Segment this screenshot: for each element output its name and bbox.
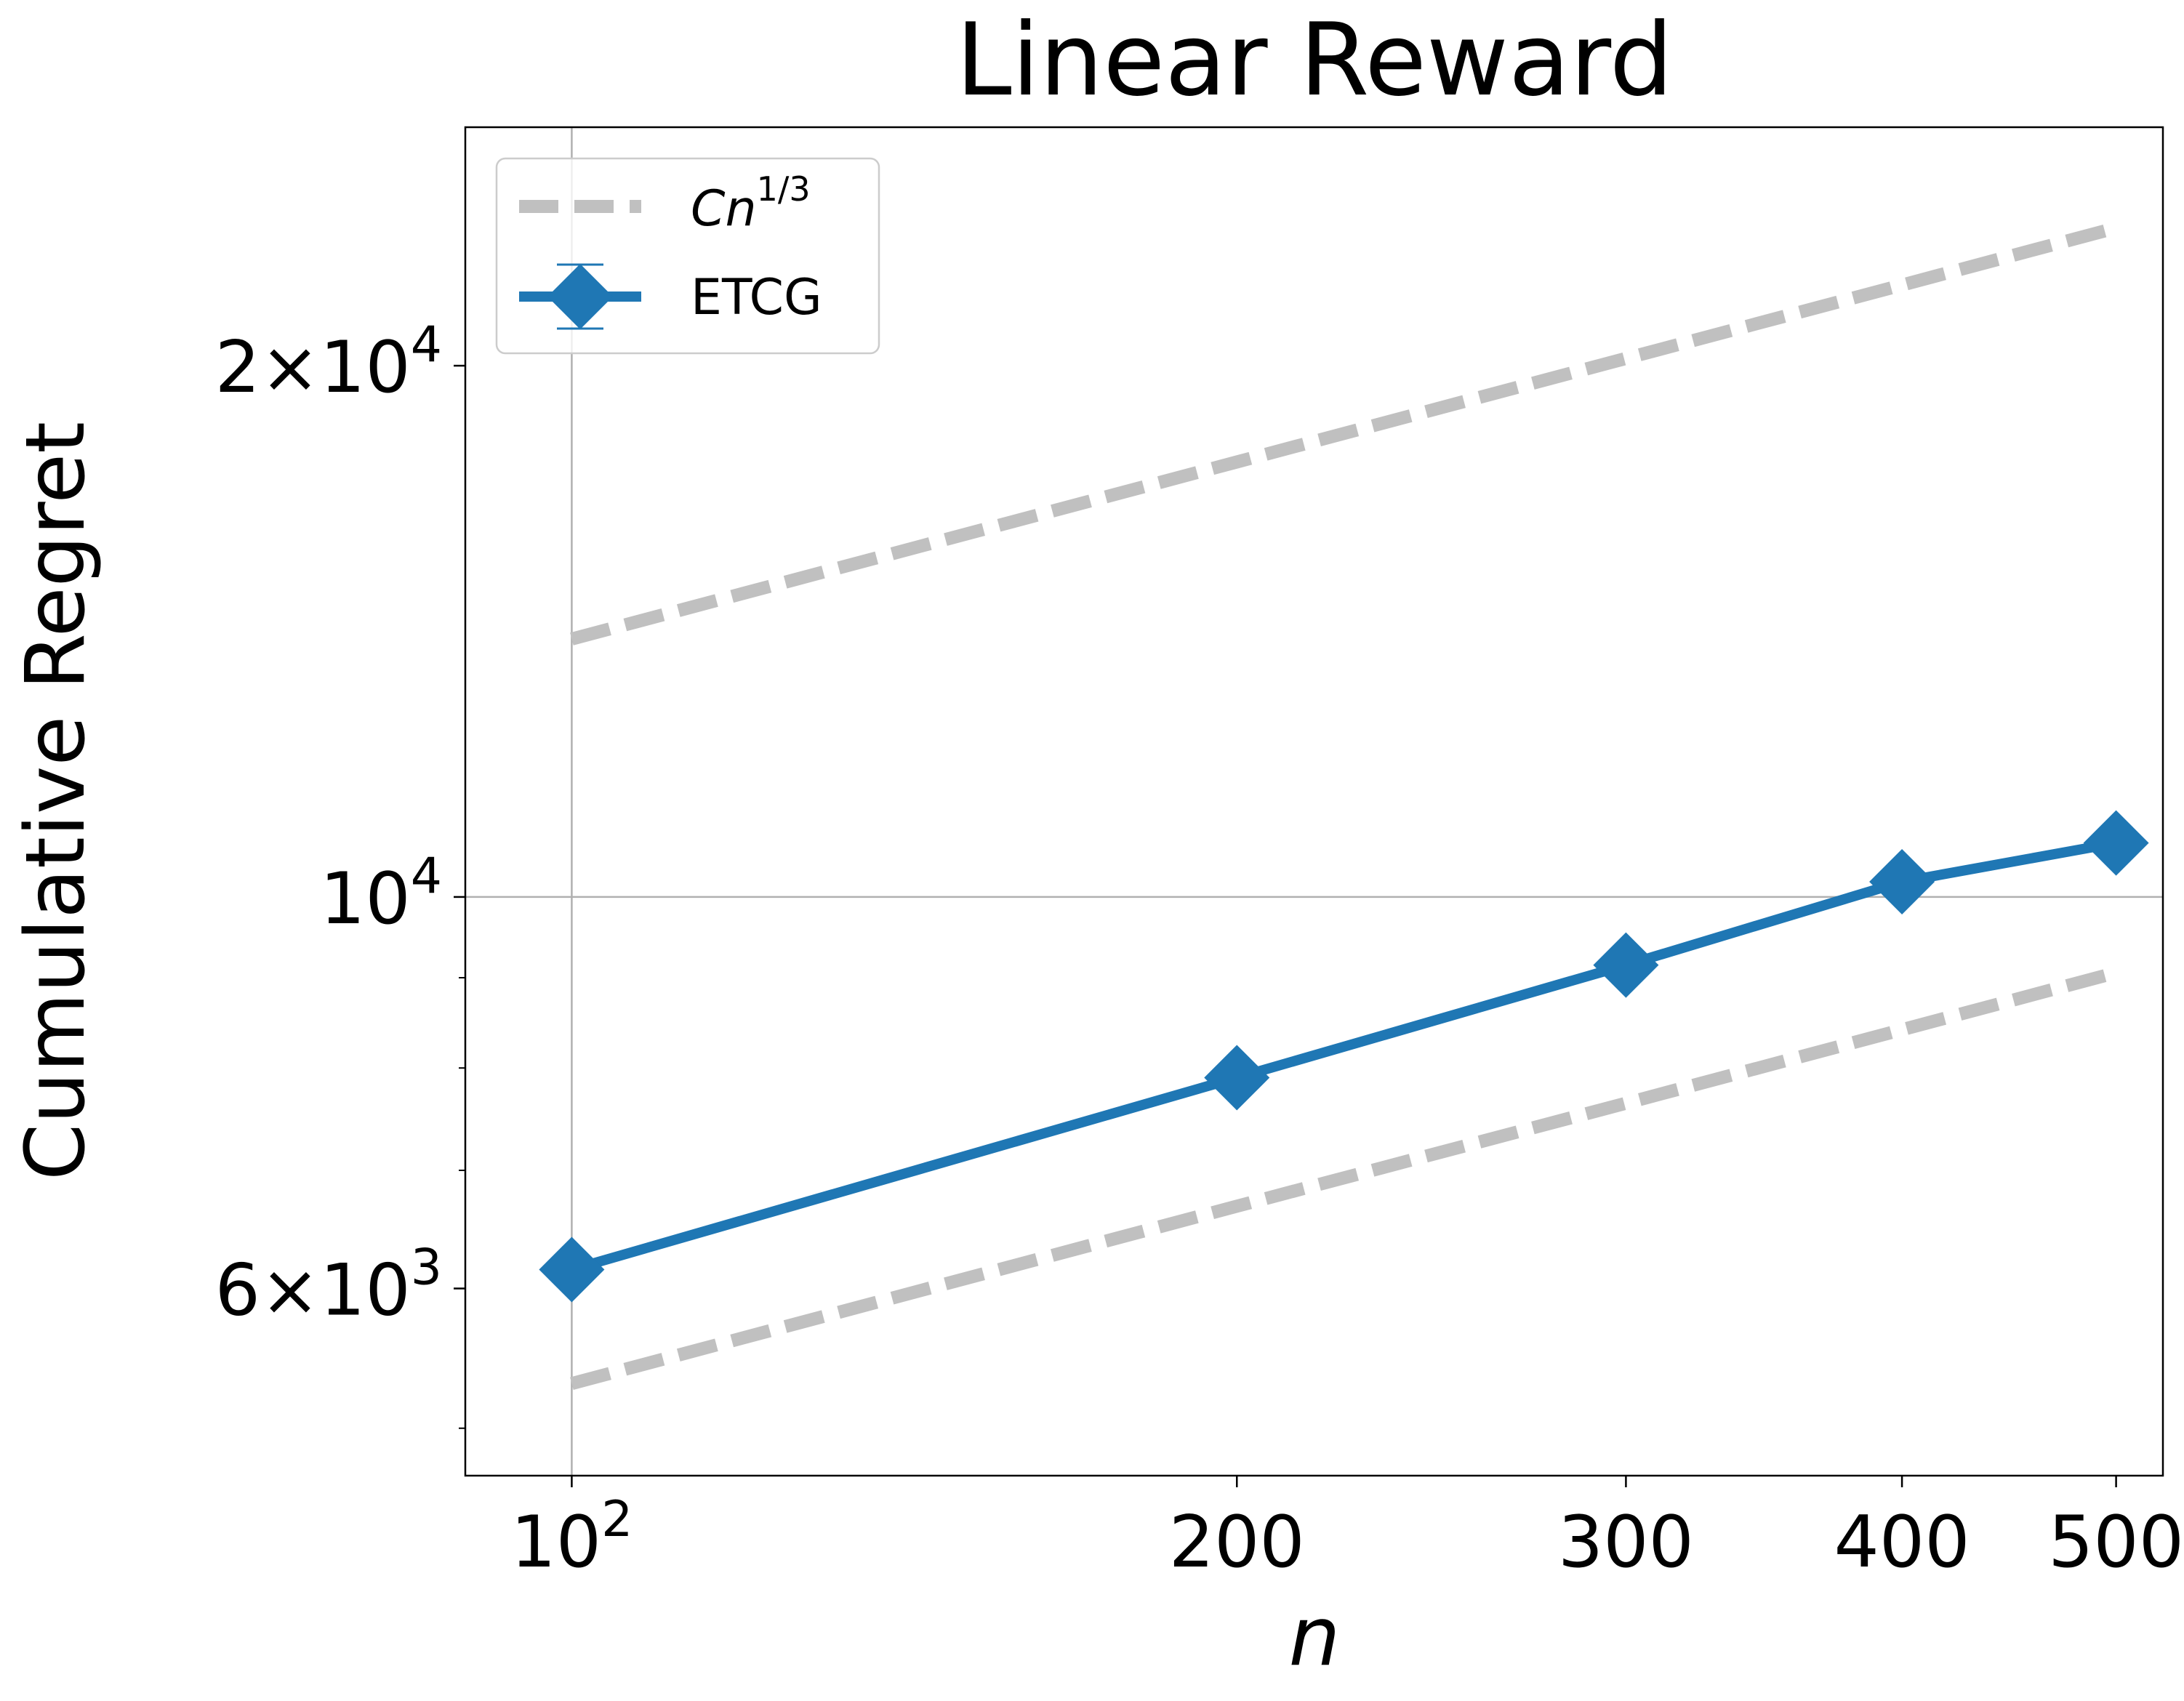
x-tick-label: 102: [510, 1491, 633, 1584]
legend-label-etcg: ETCG: [691, 269, 822, 326]
legend-label-reference: Cn1/3: [691, 169, 811, 238]
etcg-point: [1593, 932, 1659, 998]
y-axis-label: Cumulative Regret: [9, 422, 103, 1181]
etcg-point: [1204, 1045, 1270, 1111]
legend: Cn1/3 ETCG: [495, 157, 880, 355]
y-tick-mantissa: 2×: [215, 326, 320, 409]
y-tick-base: 10: [320, 1250, 411, 1332]
y-tick-label: 2×104: [215, 316, 442, 409]
y-tick-exponent: 4: [411, 848, 442, 905]
reference-line-0: [570, 221, 2118, 646]
x-tick-exponent: 2: [601, 1491, 633, 1548]
y-tick-label: 6×103: [215, 1239, 442, 1332]
y-tick-base: 10: [320, 326, 411, 409]
chart-title: Linear Reward: [956, 1, 1674, 118]
etcg-point: [1869, 849, 1935, 915]
x-tick-label: 400: [1834, 1501, 1970, 1584]
x-tick-label: 500: [2048, 1501, 2184, 1584]
y-tick-exponent: 4: [411, 316, 442, 374]
y-tick-mantissa: 6×: [215, 1250, 320, 1332]
series-lines: [539, 221, 2149, 1390]
etcg-point: [539, 1236, 605, 1303]
y-tick-exponent: 3: [411, 1239, 442, 1297]
plot-frame: [464, 126, 2164, 1477]
x-tick-label: 300: [1558, 1501, 1694, 1584]
y-tick-label: 104: [320, 848, 442, 941]
x-axis-label: n: [1289, 1590, 1341, 1684]
x-tick-base: 10: [510, 1501, 601, 1584]
legend-diamond-icon: [547, 264, 613, 329]
reference-line-1: [570, 966, 2118, 1390]
x-tick-label: 200: [1169, 1501, 1305, 1584]
etcg-point: [2083, 810, 2149, 876]
y-tick-base: 10: [320, 858, 411, 941]
